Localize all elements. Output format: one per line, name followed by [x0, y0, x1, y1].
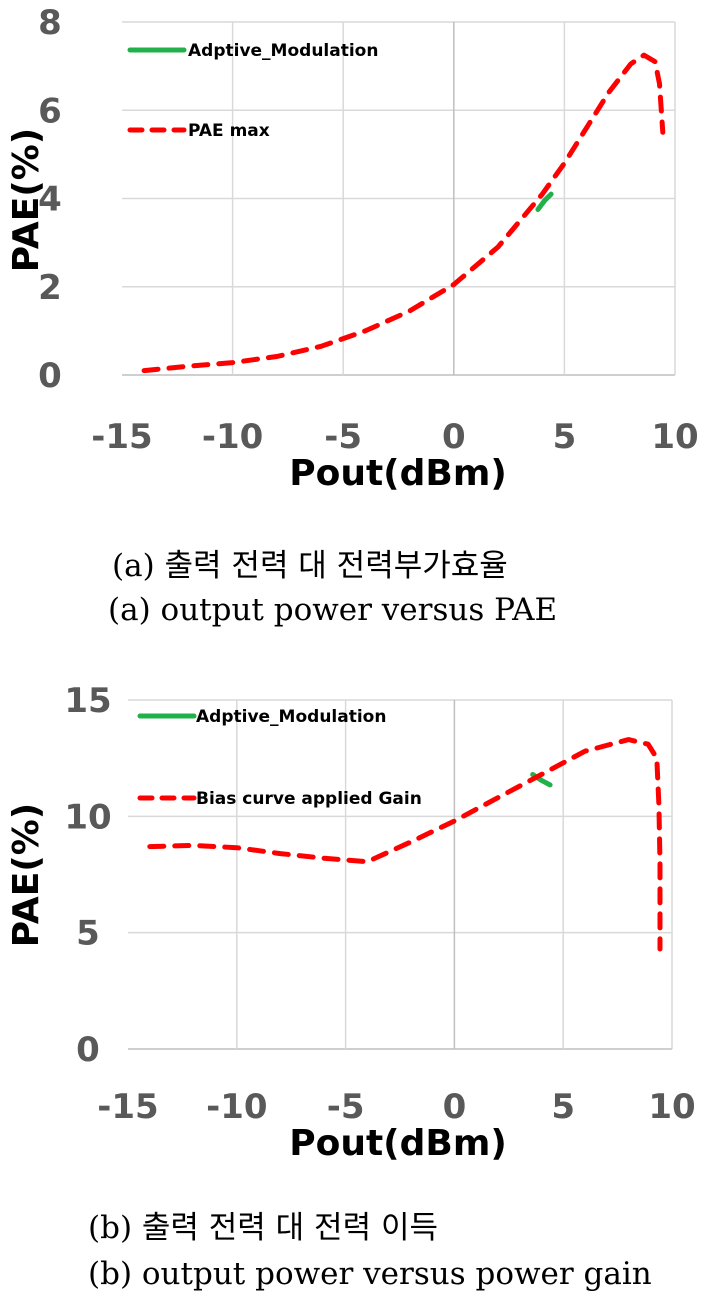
x-axis-title: Pout(dBm): [289, 453, 507, 494]
y-tick-label: 4: [38, 180, 62, 220]
series-line-0: [535, 191, 554, 212]
x-tick-label: 5: [551, 1087, 575, 1127]
y-axis-title: PAE(%): [6, 128, 47, 273]
y-tick-label: 6: [38, 91, 62, 131]
x-tick-label: -10: [206, 1087, 267, 1127]
legend-label: PAE max: [188, 121, 270, 141]
x-tick-label: -5: [327, 1087, 365, 1127]
x-tick-label: -15: [91, 417, 152, 457]
x-tick-label: 5: [553, 417, 577, 457]
legend-label: Adptive_Modulation: [188, 41, 378, 61]
x-tick-label: -15: [97, 1087, 158, 1127]
series-line-1: [147, 737, 663, 952]
caption-b-english: (b) output power versus power gain: [88, 1256, 652, 1292]
y-tick-label: 8: [38, 3, 62, 43]
chart-b-gain: 0 5 10 15 -15 -10 -5 0 5 10 Pout(dBm) PAE(%) Adptive…: [6, 681, 696, 1164]
x-axis-title: Pout(dBm): [289, 1123, 507, 1164]
y-tick-label: 15: [64, 681, 111, 721]
x-tick-label: 0: [442, 417, 466, 457]
chart-a-pae: 0 2 4 6 8 -15 -10 -5 0 5 10 Pout(dBm) PAE(%) Adptive_…: [6, 3, 699, 494]
y-tick-label: 10: [64, 797, 111, 837]
x-tick-label: -5: [324, 417, 362, 457]
legend-label: Bias curve applied Gain: [196, 789, 422, 809]
y-tick-label: 0: [76, 1030, 100, 1070]
y-axis-title: PAE(%): [6, 803, 47, 948]
x-tick-label: 10: [651, 417, 698, 457]
x-tick-label: 10: [648, 1087, 695, 1127]
caption-a-korean: (a) 출력 전력 대 전력부가효율: [112, 548, 508, 584]
x-tick-label: 0: [443, 1087, 467, 1127]
y-tick-label: 0: [38, 356, 62, 396]
caption-b-korean: (b) 출력 전력 대 전력 이득: [88, 1210, 438, 1246]
y-tick-label: 2: [38, 268, 62, 308]
x-tick-label: -10: [202, 417, 263, 457]
legend-label: Adptive_Modulation: [196, 707, 386, 727]
y-tick-label: 5: [76, 914, 100, 954]
caption-a-english: (a) output power versus PAE: [108, 592, 558, 628]
series-line-1: [141, 52, 666, 374]
